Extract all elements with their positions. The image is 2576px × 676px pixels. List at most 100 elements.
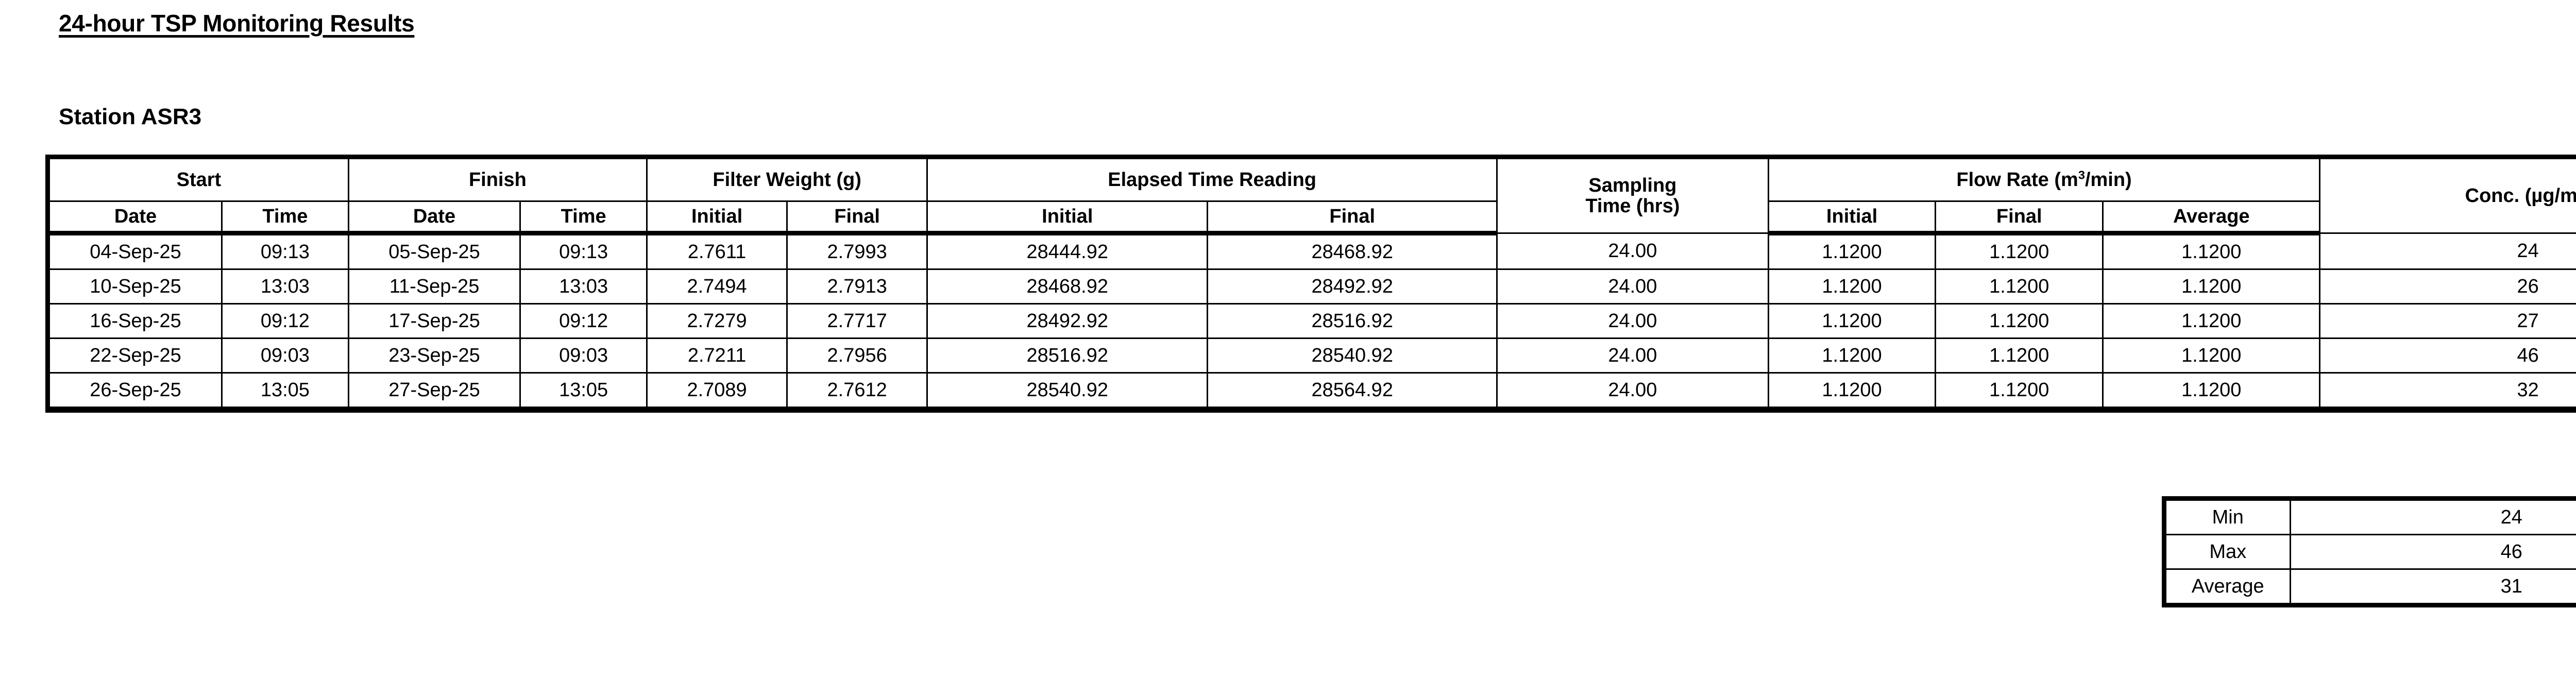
cell-flow-rate-average: 1.1200 — [2102, 337, 2321, 374]
cell-start-time: 09:12 — [221, 303, 349, 339]
cell-filter-weight-initial: 2.7279 — [646, 303, 788, 339]
cell-start-time: 09:03 — [221, 337, 349, 374]
cell-elapsed-time-final: 28540.92 — [1207, 337, 1498, 374]
header-sampling-time: Sampling Time (hrs) — [1496, 159, 1769, 234]
cell-finish-date: 05-Sep-25 — [347, 232, 521, 270]
cell-flow-rate-average: 1.1200 — [2102, 372, 2321, 408]
conc-text: Conc. (µg/m — [2465, 184, 2576, 207]
cell-elapsed-time-initial: 28540.92 — [926, 372, 1209, 408]
cell-start-date: 10-Sep-25 — [50, 268, 223, 305]
cell-filter-weight-final: 2.7612 — [786, 372, 928, 408]
cell-finish-date: 27-Sep-25 — [347, 372, 521, 408]
cell-flow-rate-average: 1.1200 — [2102, 232, 2321, 270]
cell-finish-time: 09:03 — [519, 337, 648, 374]
summary-grid: Min 24 Max 46 Average 31 — [2166, 501, 2576, 603]
results-body: 04-Sep-25 09:13 05-Sep-25 09:13 2.7611 2.7993… — [50, 232, 2576, 408]
cell-flow-rate-average: 1.1200 — [2102, 303, 2321, 339]
table-row: 26-Sep-25 13:05 27-Sep-25 13:05 2.7089 2.7612… — [50, 372, 2576, 408]
header-fw-initial: Initial — [646, 200, 788, 235]
cell-finish-date: 23-Sep-25 — [347, 337, 521, 374]
header-group-filter-weight: Filter Weight (g) — [646, 159, 928, 202]
cell-elapsed-time-final: 28468.92 — [1207, 232, 1498, 270]
cell-concentration: 27 — [2319, 303, 2576, 339]
cell-filter-weight-initial: 2.7611 — [646, 232, 788, 270]
header-start-date: Date — [50, 200, 223, 235]
cell-filter-weight-final: 2.7913 — [786, 268, 928, 305]
cell-filter-weight-initial: 2.7494 — [646, 268, 788, 305]
cell-concentration: 24 — [2319, 232, 2576, 270]
summary-body: Min 24 Max 46 Average 31 — [2166, 501, 2576, 603]
cell-flow-rate-final: 1.1200 — [1935, 232, 2104, 270]
cell-start-date: 22-Sep-25 — [50, 337, 223, 374]
cell-elapsed-time-final: 28492.92 — [1207, 268, 1498, 305]
cell-flow-rate-final: 1.1200 — [1935, 303, 2104, 339]
cell-finish-date: 11-Sep-25 — [347, 268, 521, 305]
summary-label: Average — [2166, 568, 2291, 603]
summary-value: 24 — [2289, 501, 2576, 535]
flow-rate-exponent: 3 — [2078, 167, 2085, 181]
cell-finish-time: 09:12 — [519, 303, 648, 339]
flow-rate-text: Flow Rate (m — [1956, 168, 2078, 191]
summary-row: Max 46 — [2166, 534, 2576, 570]
sampling-time-line1: Sampling — [1588, 174, 1677, 196]
summary-label: Max — [2166, 534, 2291, 570]
cell-start-date: 04-Sep-25 — [50, 232, 223, 270]
cell-start-date: 16-Sep-25 — [50, 303, 223, 339]
cell-filter-weight-final: 2.7956 — [786, 337, 928, 374]
summary-label: Min — [2166, 501, 2291, 535]
header-group-start: Start — [50, 159, 349, 202]
header-fr-initial: Initial — [1767, 200, 1937, 235]
cell-elapsed-time-final: 28564.92 — [1207, 372, 1498, 408]
cell-sampling-time: 24.00 — [1496, 268, 1769, 305]
results-grid: Start Finish Filter Weight (g) Elapsed T… — [50, 159, 2576, 408]
summary-row: Average 31 — [2166, 568, 2576, 603]
cell-sampling-time: 24.00 — [1496, 337, 1769, 374]
summary-row: Min 24 — [2166, 501, 2576, 535]
cell-flow-rate-initial: 1.1200 — [1767, 372, 1937, 408]
cell-filter-weight-initial: 2.7089 — [646, 372, 788, 408]
cell-elapsed-time-initial: 28516.92 — [926, 337, 1209, 374]
cell-flow-rate-final: 1.1200 — [1935, 268, 2104, 305]
cell-start-date: 26-Sep-25 — [50, 372, 223, 408]
cell-flow-rate-average: 1.1200 — [2102, 268, 2321, 305]
header-fr-final: Final — [1935, 200, 2104, 235]
cell-flow-rate-initial: 1.1200 — [1767, 303, 1937, 339]
cell-finish-time: 13:05 — [519, 372, 648, 408]
cell-sampling-time: 24.00 — [1496, 303, 1769, 339]
cell-filter-weight-final: 2.7717 — [786, 303, 928, 339]
cell-elapsed-time-initial: 28468.92 — [926, 268, 1209, 305]
page-title: 24-hour TSP Monitoring Results — [59, 10, 415, 37]
cell-start-time: 09:13 — [221, 232, 349, 270]
header-finish-time: Time — [519, 200, 648, 235]
cell-start-time: 13:05 — [221, 372, 349, 408]
cell-finish-time: 13:03 — [519, 268, 648, 305]
header-group-elapsed-time-reading: Elapsed Time Reading — [926, 159, 1498, 202]
tsp-results-table: Start Finish Filter Weight (g) Elapsed T… — [45, 155, 2576, 413]
header-group-flow-rate: Flow Rate (m3/min) — [1767, 159, 2321, 202]
table-row: 04-Sep-25 09:13 05-Sep-25 09:13 2.7611 2.7993… — [50, 232, 2576, 270]
header-etr-final: Final — [1207, 200, 1498, 235]
header-start-time: Time — [221, 200, 349, 235]
flow-rate-text-tail: /min) — [2084, 168, 2132, 191]
cell-filter-weight-initial: 2.7211 — [646, 337, 788, 374]
cell-concentration: 46 — [2319, 337, 2576, 374]
table-row: 22-Sep-25 09:03 23-Sep-25 09:03 2.7211 2.7956… — [50, 337, 2576, 374]
header-finish-date: Date — [347, 200, 521, 235]
summary-table: Min 24 Max 46 Average 31 — [2162, 496, 2576, 607]
table-row: 16-Sep-25 09:12 17-Sep-25 09:12 2.7279 2.7717… — [50, 303, 2576, 339]
station-label: Station ASR3 — [59, 104, 202, 129]
summary-value: 46 — [2289, 534, 2576, 570]
header-group-finish: Finish — [347, 159, 648, 202]
cell-elapsed-time-final: 28516.92 — [1207, 303, 1498, 339]
table-row: 10-Sep-25 13:03 11-Sep-25 13:03 2.7494 2.7913… — [50, 268, 2576, 305]
sampling-time-line2: Time (hrs) — [1585, 195, 1680, 217]
cell-sampling-time: 24.00 — [1496, 372, 1769, 408]
cell-flow-rate-final: 1.1200 — [1935, 372, 2104, 408]
header-concentration: Conc. (µg/m3) — [2319, 159, 2576, 234]
cell-start-time: 13:03 — [221, 268, 349, 305]
cell-finish-date: 17-Sep-25 — [347, 303, 521, 339]
cell-sampling-time: 24.00 — [1496, 232, 1769, 270]
cell-flow-rate-initial: 1.1200 — [1767, 268, 1937, 305]
cell-flow-rate-final: 1.1200 — [1935, 337, 2104, 374]
cell-elapsed-time-initial: 28444.92 — [926, 232, 1209, 270]
